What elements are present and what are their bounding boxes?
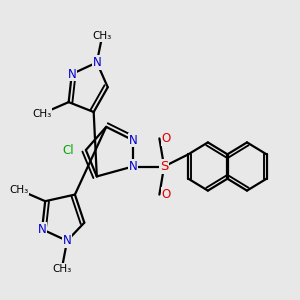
Text: N: N bbox=[63, 234, 71, 247]
Text: CH₃: CH₃ bbox=[9, 184, 28, 195]
Text: CH₃: CH₃ bbox=[53, 264, 72, 274]
Text: N: N bbox=[128, 134, 137, 147]
Text: N: N bbox=[38, 223, 46, 236]
Text: Cl: Cl bbox=[63, 143, 74, 157]
Text: O: O bbox=[162, 188, 171, 201]
Text: CH₃: CH₃ bbox=[32, 109, 52, 119]
Text: S: S bbox=[160, 160, 168, 173]
Text: N: N bbox=[92, 56, 101, 69]
Text: N: N bbox=[128, 160, 137, 173]
Text: O: O bbox=[162, 132, 171, 145]
Text: CH₃: CH₃ bbox=[92, 31, 111, 41]
Text: N: N bbox=[68, 68, 76, 80]
